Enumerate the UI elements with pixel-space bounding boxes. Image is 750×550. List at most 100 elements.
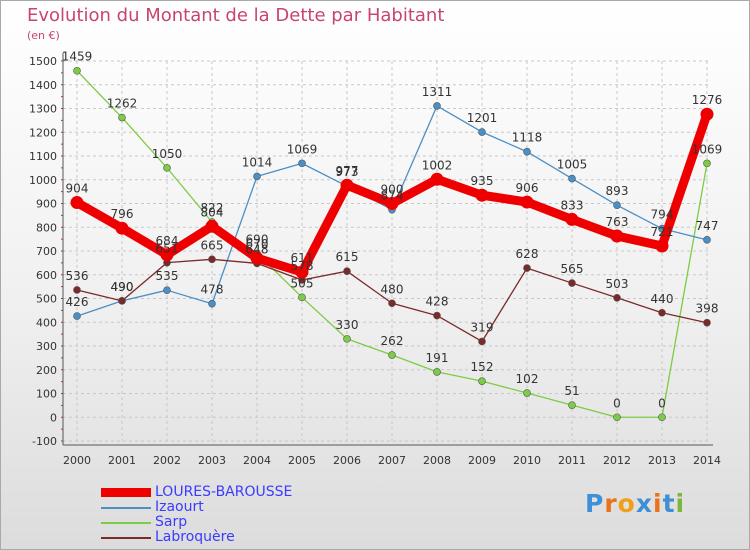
data-point	[523, 389, 531, 397]
data-label: 796	[111, 207, 134, 221]
data-label: 426	[66, 295, 89, 309]
data-label: 900	[381, 183, 404, 197]
data-point	[430, 172, 444, 186]
data-label: 505	[291, 276, 314, 290]
data-point	[613, 413, 621, 422]
data-label: 893	[606, 184, 629, 198]
data-point	[388, 351, 396, 359]
data-label: 1005	[557, 158, 588, 172]
y-tick-label: 500	[36, 293, 57, 306]
data-point	[295, 265, 309, 279]
data-label: 1118	[512, 131, 543, 145]
x-tick-label: 2003	[198, 454, 226, 467]
data-label: 977	[336, 164, 359, 178]
data-label: 670	[246, 237, 269, 251]
x-tick-label: 2008	[423, 454, 451, 467]
legend-swatch	[101, 522, 151, 524]
data-label: 665	[201, 238, 224, 252]
data-label: 0	[613, 396, 621, 410]
data-label: 319	[471, 320, 494, 334]
data-label: 684	[156, 234, 179, 248]
data-point	[520, 195, 534, 209]
data-label: 102	[516, 372, 539, 386]
x-tick-label: 2001	[108, 454, 136, 467]
legend-label: LOURES-BAROUSSE	[155, 484, 293, 500]
legend-label: Labroquère	[155, 529, 235, 545]
y-tick-label: 800	[36, 221, 57, 234]
data-point	[433, 102, 441, 110]
data-label: 906	[516, 181, 539, 195]
data-label: 503	[606, 277, 629, 291]
brand-letter: P	[585, 489, 605, 518]
data-label: 191	[426, 351, 449, 365]
data-label: 51	[564, 384, 579, 398]
data-point	[703, 159, 711, 168]
y-tick-label: 100	[36, 388, 57, 401]
x-tick-label: 2010	[513, 454, 541, 467]
data-point	[205, 219, 219, 233]
brand-letter: t	[662, 489, 676, 518]
data-label: 578	[291, 259, 314, 273]
data-point	[115, 221, 129, 235]
data-label: 0	[658, 396, 666, 410]
data-point	[160, 248, 174, 262]
data-point	[298, 159, 306, 168]
data-label: 1311	[422, 85, 453, 99]
data-label: 478	[201, 283, 224, 297]
y-tick-label: 700	[36, 245, 57, 258]
data-point	[343, 335, 351, 343]
brand-letter: o	[617, 489, 636, 518]
data-label: 833	[561, 198, 584, 212]
data-point	[655, 239, 669, 253]
data-point	[568, 279, 576, 287]
data-point	[253, 172, 261, 181]
data-label: 615	[336, 250, 359, 264]
data-point	[700, 107, 714, 121]
data-label: 648	[246, 242, 269, 256]
x-tick-label: 2011	[558, 454, 586, 467]
data-point	[478, 128, 486, 136]
data-point	[208, 299, 216, 308]
data-label: 536	[66, 269, 89, 283]
chart-title: Evolution du Montant de la Dette par Hab…	[27, 5, 445, 26]
data-label: 628	[516, 247, 539, 261]
data-label: 262	[381, 334, 404, 348]
data-point	[340, 178, 354, 192]
data-point	[703, 318, 711, 327]
data-point	[478, 377, 486, 385]
data-label: 1069	[692, 142, 723, 156]
x-tick-label: 2012	[603, 454, 631, 467]
y-tick-label: 900	[36, 198, 57, 211]
data-point	[475, 188, 489, 202]
data-point	[613, 201, 621, 209]
data-point	[388, 299, 396, 308]
legend-swatch	[101, 507, 151, 509]
y-tick-label: 300	[36, 340, 57, 353]
data-point	[433, 368, 441, 376]
legend-label: Sarp	[155, 514, 188, 530]
y-tick-label: 200	[36, 364, 57, 377]
data-label: 794	[651, 208, 674, 222]
y-tick-label: 1200	[29, 126, 57, 139]
data-label: 1201	[467, 111, 498, 125]
data-point	[523, 147, 531, 156]
data-label: 874	[381, 189, 404, 203]
data-point	[343, 267, 351, 275]
data-point	[298, 293, 306, 302]
data-point	[73, 66, 81, 75]
y-tick-label: 1500	[29, 55, 57, 68]
data-point	[385, 197, 399, 210]
data-point	[568, 401, 576, 409]
legend-swatch	[101, 488, 151, 497]
data-label: 1459	[62, 50, 93, 64]
legend-swatch	[101, 537, 151, 539]
data-label: 152	[471, 360, 494, 374]
data-point	[565, 212, 579, 226]
data-label: 1050	[152, 147, 183, 161]
x-tick-label: 2000	[63, 454, 91, 467]
data-label: 490	[111, 280, 134, 294]
brand-logo: Proxiti	[585, 489, 685, 518]
data-point	[163, 286, 171, 294]
data-label: 330	[336, 318, 359, 332]
